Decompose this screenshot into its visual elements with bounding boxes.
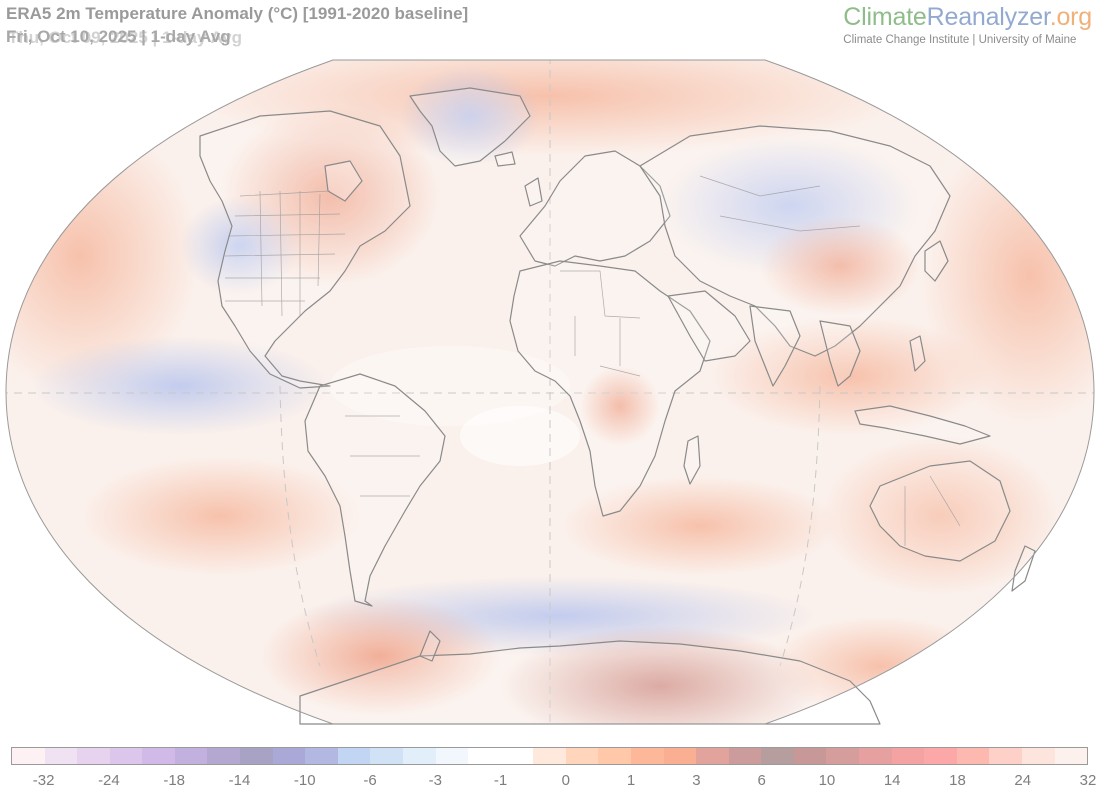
brand-logo[interactable]: ClimateReanalyzer.org Climate Change Ins… <box>843 3 1092 46</box>
legend-tick-label: -1 <box>493 772 508 789</box>
legend-swatch <box>924 748 957 764</box>
date-label-ghost: Thu, Oct 09, 2025 | 1-day Avg <box>8 28 243 47</box>
legend-swatch <box>859 748 892 764</box>
legend-swatch <box>728 748 762 764</box>
legend-swatch <box>207 748 241 764</box>
madagascar-shape <box>683 435 701 485</box>
north-america-shape <box>199 110 411 389</box>
legend-swatch <box>337 748 371 764</box>
legend-tick-label: 3 <box>692 772 701 789</box>
legend-swatch <box>142 748 175 764</box>
legend-swatch <box>696 748 729 764</box>
world-map-svg[interactable] <box>0 56 1100 730</box>
date-label: Thu, Oct 09, 2025 | 1-day Avg Fri, Oct 1… <box>6 27 266 49</box>
antarctica-shape <box>299 640 881 725</box>
indochina-shape <box>819 320 861 387</box>
antarctic-peninsula-shape <box>419 630 441 662</box>
british-isles-shape <box>524 177 543 207</box>
legend-swatch <box>565 748 599 764</box>
graticule <box>6 60 1094 724</box>
legend-swatch <box>77 748 110 764</box>
brand-part-org: .org <box>1049 3 1092 31</box>
legend-swatch <box>989 748 1022 764</box>
legend-swatch <box>500 748 534 764</box>
coastlines <box>199 87 1036 725</box>
legend-swatch <box>598 748 631 764</box>
south-america-shape <box>304 373 446 607</box>
legend-tick-label: -18 <box>163 772 186 789</box>
legend-tick-label: 32 <box>1079 772 1097 789</box>
new-zealand-shape <box>1011 545 1036 592</box>
legend-tick-label: -3 <box>428 772 442 789</box>
legend-swatch <box>44 748 78 764</box>
legend-swatch <box>12 748 45 764</box>
borders <box>224 175 961 546</box>
legend-tick-label: -24 <box>98 772 120 789</box>
legend-tick-label: -32 <box>32 772 55 789</box>
legend-tick-label: 6 <box>757 772 766 789</box>
legend-swatch <box>305 748 338 764</box>
legend-swatch <box>1021 748 1055 764</box>
legend-swatch <box>468 748 501 764</box>
brand-tagline: Climate Change Institute | University of… <box>843 34 1077 46</box>
legend-swatch <box>240 748 273 764</box>
legend-ticks: -32 -24 -18 -14 -10 -6 -3 -1 0 1 3 6 10 14 18 24 32 <box>0 772 1100 792</box>
asia-shape <box>639 125 951 357</box>
arabia-shape <box>667 290 751 362</box>
legend-swatch <box>663 748 697 764</box>
legend-swatch <box>174 748 208 764</box>
legend-tick-label: 14 <box>883 772 901 789</box>
africa-shape <box>509 260 711 517</box>
hudson-bay-shape <box>324 160 363 202</box>
legend-swatch <box>402 748 436 764</box>
legend-swatch <box>826 748 860 764</box>
japan-shape <box>924 240 949 282</box>
legend-swatch <box>630 748 664 764</box>
india-shape <box>749 305 801 387</box>
legend-swatch <box>793 748 827 764</box>
brand-part-reanalyzer: Reanalyzer <box>926 3 1050 31</box>
brand-wordmark[interactable]: ClimateReanalyzer.org <box>843 3 1092 32</box>
indonesia-shape <box>854 405 991 445</box>
map-title: ERA5 2m Temperature Anomaly (°C) [1991-2… <box>6 4 469 23</box>
legend-tick-label: 18 <box>949 772 966 789</box>
legend-colorbar <box>11 747 1088 765</box>
legend-swatch <box>435 748 469 764</box>
globe-outline <box>5 59 1095 725</box>
legend-tick-label: 10 <box>818 772 836 789</box>
brand-part-climate: Climate <box>843 3 927 31</box>
greenland-shape <box>409 87 531 167</box>
legend-tick-label: 1 <box>626 772 636 789</box>
legend-tick-label: 24 <box>1014 772 1032 789</box>
legend-swatch <box>109 748 143 764</box>
legend-tick-label: -10 <box>293 772 316 789</box>
legend-swatch <box>956 748 990 764</box>
legend-swatch <box>891 748 925 764</box>
europe-shape <box>519 150 671 267</box>
legend-tick-label: 0 <box>561 772 570 789</box>
legend-swatch <box>1054 748 1088 764</box>
world-map[interactable] <box>0 56 1100 730</box>
legend-tick-label: -14 <box>228 772 251 789</box>
iceland-shape <box>494 151 516 167</box>
philippines-shape <box>909 335 926 372</box>
legend-swatch <box>533 748 566 764</box>
legend-swatch <box>761 748 794 764</box>
date-label-text: Fri, Oct 10, 2025 | 1-day Avg <box>6 27 231 46</box>
legend-swatch <box>370 748 403 764</box>
legend-tick-label: -6 <box>363 772 377 789</box>
legend-swatch <box>272 748 306 764</box>
